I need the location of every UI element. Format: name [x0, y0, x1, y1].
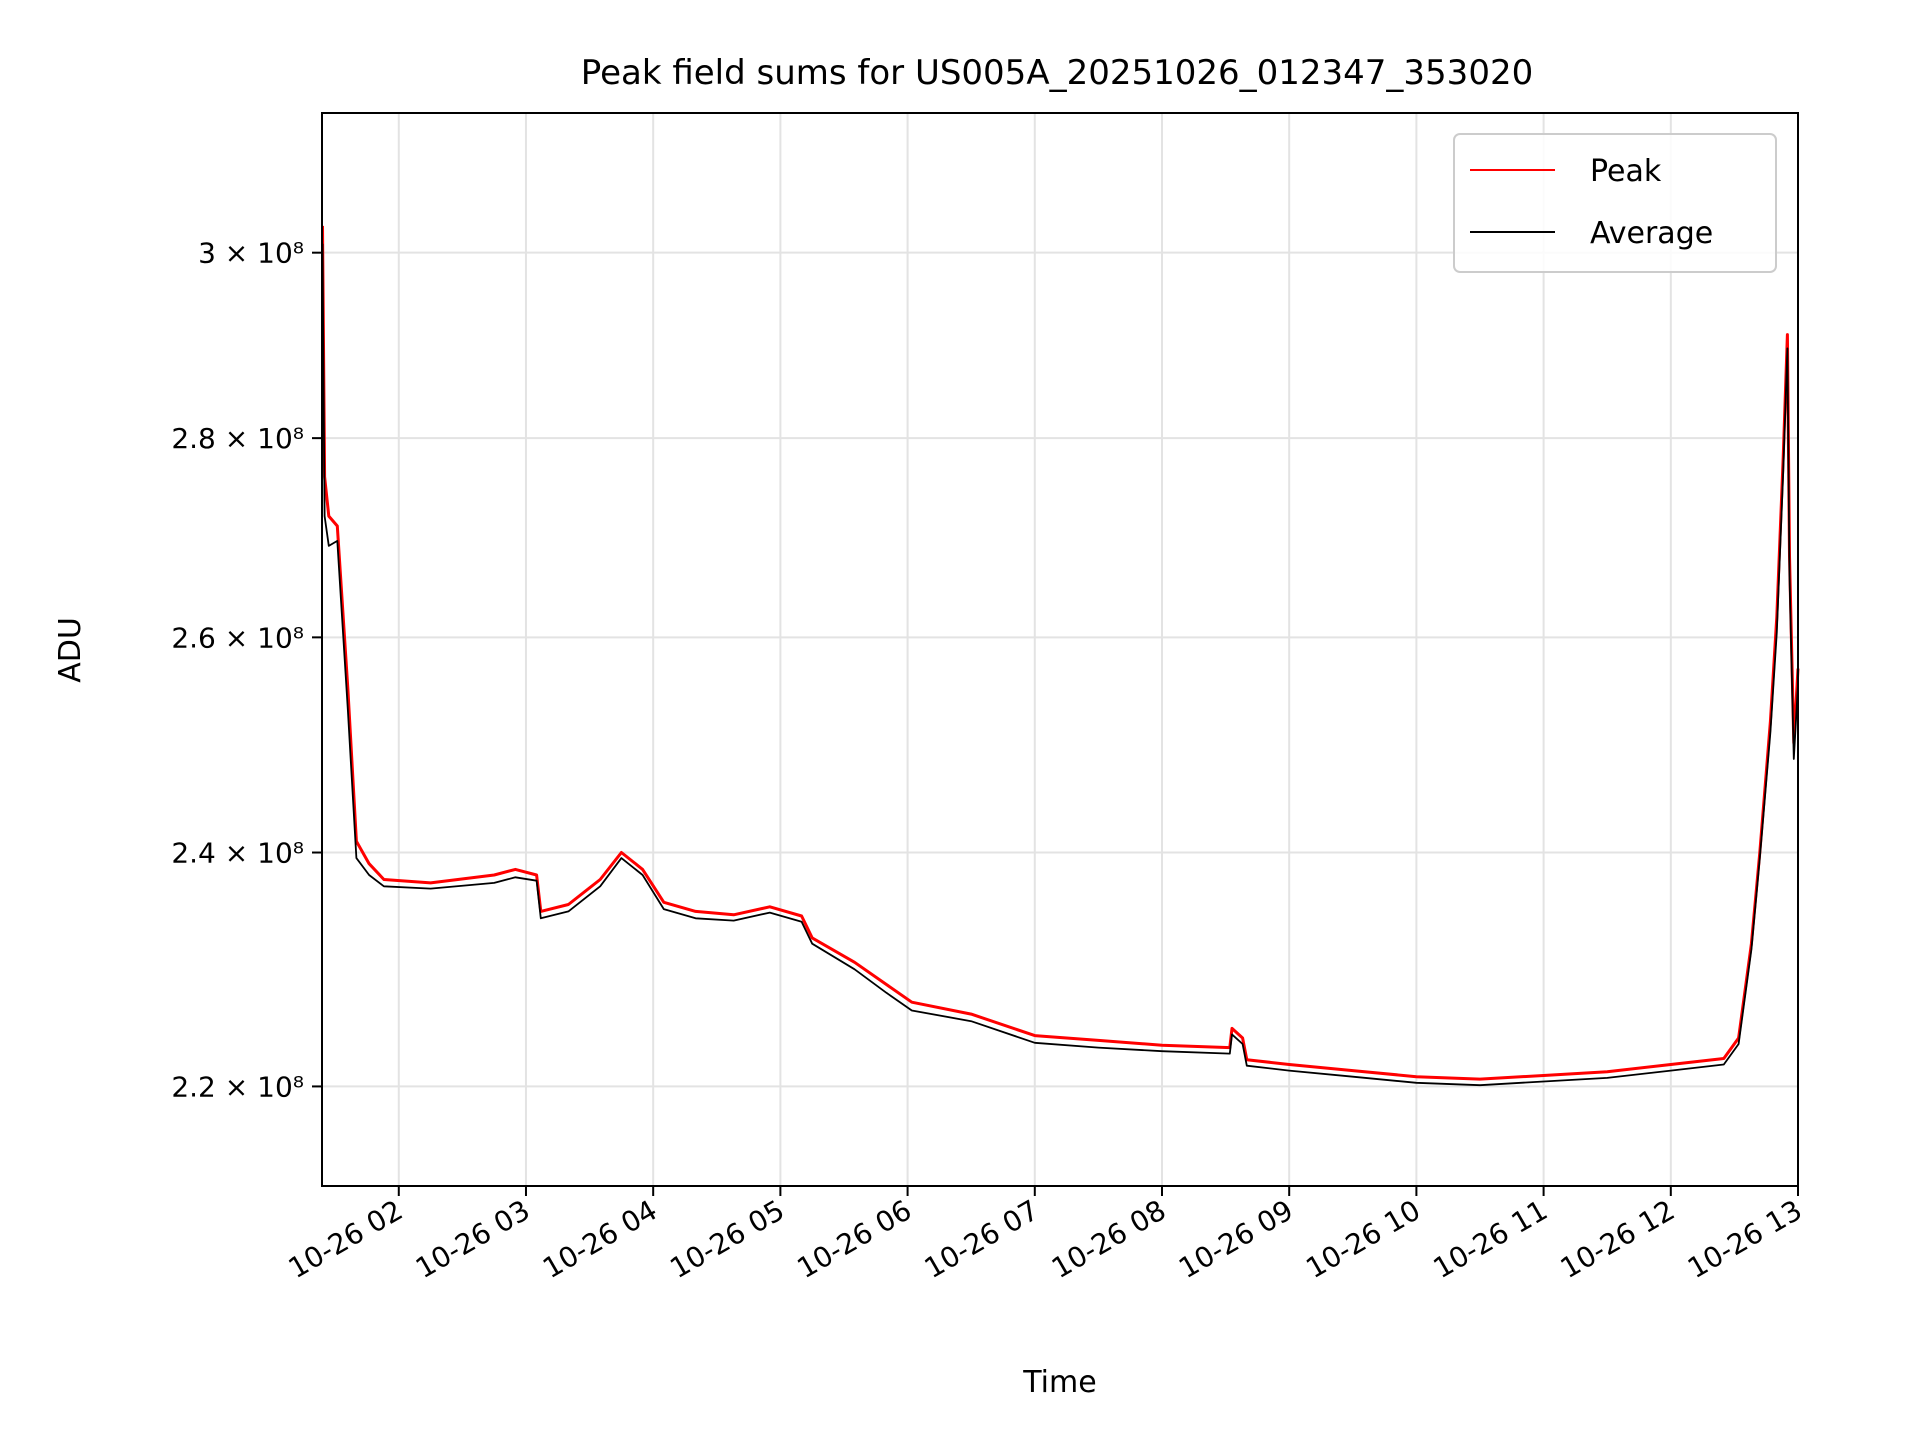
x-tick-label: 10-26 13	[1682, 1193, 1808, 1285]
y-axis-ticks: 2.2 × 10⁸ 2.4 × 10⁸ 2.6 × 10⁸ 2.8 × 10⁸ 3 × …	[171, 237, 322, 1103]
x-tick-label: 10-26 12	[1555, 1193, 1681, 1285]
x-tick-label: 10-26 06	[792, 1193, 918, 1285]
series-lines	[321, 225, 1800, 1087]
x-axis-ticks: 10-26 02 10-26 03 10-26 04 10-26 05 10-26 06…	[283, 1186, 1808, 1285]
x-tick-label: 10-26 05	[664, 1193, 790, 1285]
x-tick-label: 10-26 07	[919, 1193, 1045, 1285]
plot-frame	[321, 112, 1799, 1187]
y-tick-label: 2.6 × 10⁸	[171, 621, 304, 654]
series-line-average	[321, 243, 1799, 1087]
y-tick-label: 2.4 × 10⁸	[171, 837, 304, 870]
x-tick-label: 10-26 08	[1046, 1193, 1172, 1285]
y-tick-label: 2.8 × 10⁸	[171, 422, 304, 455]
x-tick-label: 10-26 04	[537, 1193, 663, 1285]
x-tick-label: 10-26 09	[1173, 1193, 1299, 1285]
y-tick-label: 2.2 × 10⁸	[171, 1070, 304, 1103]
grid	[322, 113, 1799, 1186]
y-axis-label: ADU	[53, 617, 88, 683]
x-axis-label: Time	[1022, 1365, 1096, 1400]
legend-box	[1453, 133, 1777, 273]
x-tick-label: 10-26 10	[1300, 1193, 1426, 1285]
legend: Peak Average	[1453, 133, 1777, 273]
x-tick-label: 10-26 11	[1428, 1193, 1554, 1285]
series-line-peak	[321, 225, 1800, 1081]
x-tick-label: 10-26 03	[410, 1193, 536, 1285]
legend-label-average: Average	[1590, 216, 1713, 251]
y-tick-label: 3 × 10⁸	[198, 237, 304, 270]
legend-label-peak: Peak	[1590, 154, 1662, 189]
chart-title: Peak field sums for US005A_20251026_0123…	[581, 53, 1533, 93]
x-tick-label: 10-26 02	[283, 1193, 409, 1285]
